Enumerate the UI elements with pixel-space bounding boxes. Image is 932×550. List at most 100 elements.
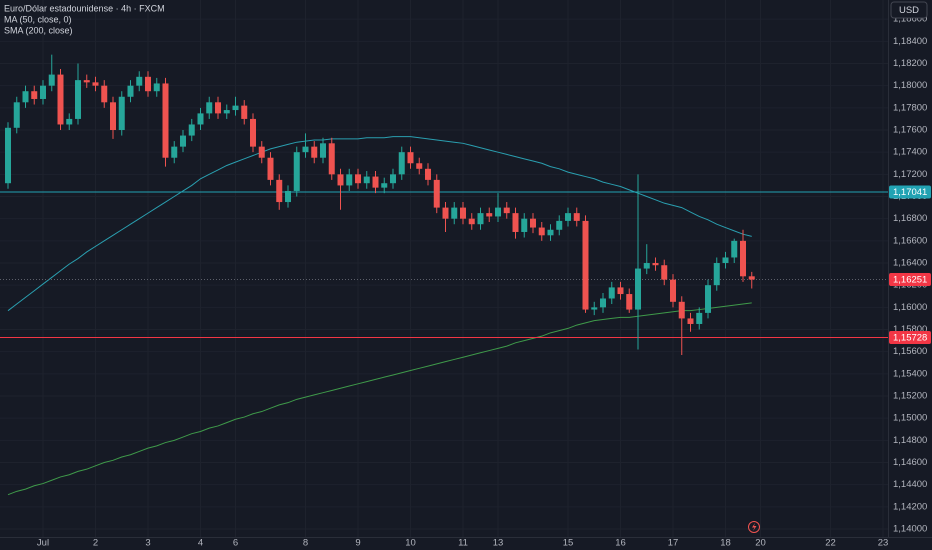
candle-body bbox=[661, 265, 668, 280]
candle-body bbox=[635, 268, 641, 310]
price-label-box bbox=[889, 185, 931, 199]
candle-body bbox=[31, 91, 38, 99]
candle-body bbox=[320, 143, 326, 158]
candle-body bbox=[75, 80, 81, 119]
x-tick-label: 10 bbox=[405, 538, 416, 549]
y-tick-label: 1,15000 bbox=[893, 413, 927, 424]
y-tick-label: 1,18200 bbox=[893, 58, 927, 69]
indicator-line bbox=[7, 136, 752, 312]
candle-body bbox=[363, 176, 370, 184]
candle-body bbox=[687, 318, 694, 324]
candle-body bbox=[285, 190, 291, 203]
x-tick-label: 15 bbox=[563, 538, 574, 549]
x-tick-label: 11 bbox=[458, 538, 468, 549]
y-tick-label: 1,14600 bbox=[893, 457, 927, 468]
candle-body bbox=[547, 229, 554, 236]
candle-body bbox=[110, 102, 116, 131]
price-label-box bbox=[889, 273, 931, 287]
candle-body bbox=[626, 294, 633, 310]
candle-body bbox=[232, 105, 239, 111]
candle-body bbox=[381, 183, 388, 188]
x-tick-label: 18 bbox=[720, 538, 731, 549]
y-tick-label: 1,18600 bbox=[893, 14, 927, 25]
candle-body bbox=[705, 285, 711, 313]
candle-body bbox=[206, 102, 213, 114]
candle-body bbox=[538, 227, 545, 236]
y-tick-label: 1,15400 bbox=[893, 368, 927, 379]
currency-button[interactable] bbox=[890, 1, 928, 19]
y-tick-label: 1,15800 bbox=[893, 324, 927, 335]
candle-body bbox=[188, 124, 195, 136]
candle-body bbox=[643, 263, 650, 269]
candle-body bbox=[521, 218, 528, 232]
x-tick-label: 4 bbox=[198, 538, 203, 549]
price-label-box bbox=[889, 330, 931, 344]
candle-body bbox=[740, 240, 746, 277]
y-tick-label: 1,17400 bbox=[893, 147, 927, 158]
candle-body bbox=[425, 168, 431, 180]
candle-body bbox=[460, 207, 466, 219]
y-tick-label: 1,17200 bbox=[893, 169, 927, 180]
y-tick-label: 1,16000 bbox=[893, 302, 927, 313]
price-labels: 1,17041 1,15728 1,16251 bbox=[889, 185, 931, 344]
indicators bbox=[0, 136, 888, 496]
candle-body bbox=[731, 240, 738, 258]
y-tick-label: 1,15200 bbox=[893, 391, 927, 402]
x-tick-label: Jul bbox=[37, 538, 49, 549]
indicator-line bbox=[7, 302, 752, 496]
candle-body bbox=[355, 174, 361, 184]
y-tick-label: 1,17800 bbox=[893, 102, 927, 113]
x-tick-label: 2 bbox=[93, 538, 98, 549]
y-tick-label: 1,15600 bbox=[893, 346, 927, 357]
candle-body bbox=[197, 113, 204, 125]
candle-body bbox=[608, 287, 615, 299]
candle-body bbox=[573, 213, 580, 221]
candle-body bbox=[337, 174, 344, 186]
candle-body bbox=[101, 85, 108, 103]
candle-body bbox=[215, 102, 221, 114]
y-tick-label: 1,17600 bbox=[893, 125, 927, 136]
candle-body bbox=[713, 263, 720, 286]
candle-body bbox=[145, 76, 151, 92]
candle-body bbox=[617, 287, 624, 295]
candle-body bbox=[136, 76, 143, 86]
candle-body bbox=[486, 213, 493, 217]
currency-label[interactable]: USD bbox=[899, 5, 919, 16]
candle-body bbox=[153, 83, 160, 92]
candle-body bbox=[670, 279, 676, 302]
candle-body bbox=[223, 110, 230, 114]
candle-body bbox=[696, 312, 703, 324]
candle-body bbox=[66, 118, 73, 125]
candle-body bbox=[258, 146, 265, 158]
candle-body bbox=[311, 146, 318, 158]
y-tick-label: 1,16400 bbox=[893, 258, 927, 269]
candle-body bbox=[451, 207, 458, 219]
candle-body bbox=[346, 174, 353, 186]
x-tick-label: 8 bbox=[303, 538, 308, 549]
x-tick-label: 22 bbox=[825, 538, 836, 549]
candle-body bbox=[591, 307, 598, 310]
candle-body bbox=[162, 83, 169, 158]
candle-body bbox=[92, 82, 99, 86]
price-label: 1,15728 bbox=[893, 333, 927, 344]
legend-entry: MA (50, close, 0) bbox=[4, 14, 72, 24]
x-tick-label: 6 bbox=[233, 538, 238, 549]
candle-body bbox=[372, 176, 379, 188]
candle-body bbox=[442, 207, 449, 219]
candle-body bbox=[582, 220, 589, 310]
candle-body bbox=[13, 102, 20, 128]
candle-body bbox=[600, 298, 606, 308]
candle-body bbox=[503, 207, 510, 214]
lightning-icon[interactable] bbox=[748, 521, 760, 533]
candle-body bbox=[398, 152, 405, 175]
candle-body bbox=[127, 85, 134, 97]
candle-body bbox=[477, 213, 484, 225]
candle-body bbox=[748, 276, 755, 280]
price-label: 1,17041 bbox=[893, 187, 927, 198]
candle-body bbox=[433, 179, 440, 208]
candle-body bbox=[416, 163, 423, 169]
candle-body bbox=[530, 218, 536, 228]
candle-body bbox=[267, 157, 274, 180]
x-tick-label: 20 bbox=[755, 538, 766, 549]
